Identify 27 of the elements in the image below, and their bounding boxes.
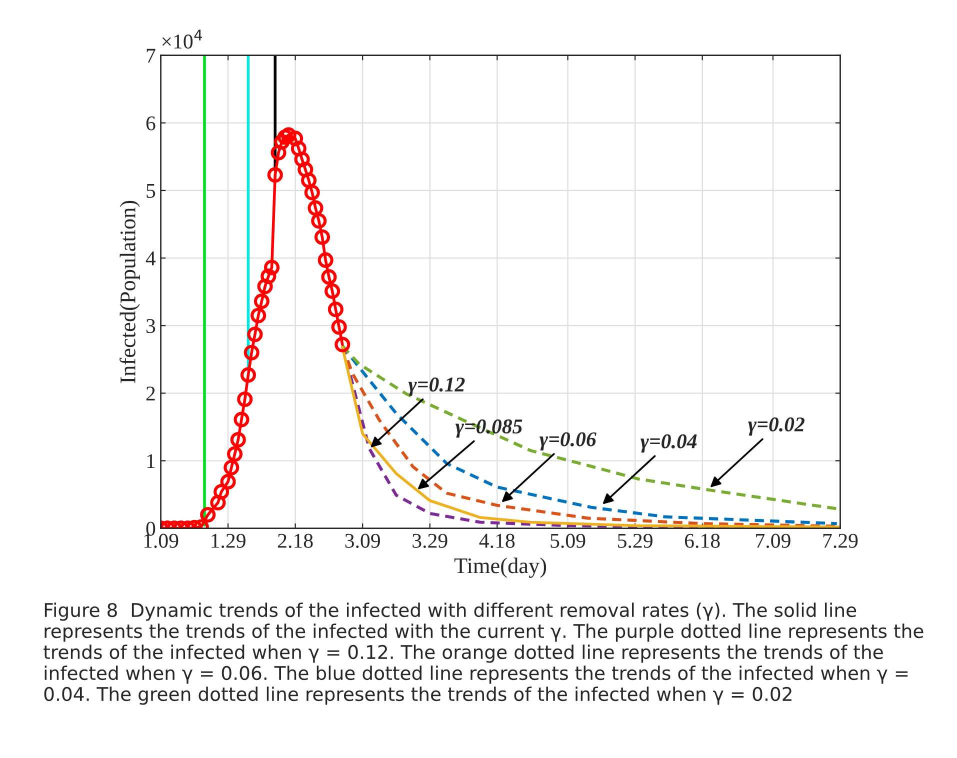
y-tick-label: 1 xyxy=(147,454,155,468)
text: ×10$^{4}$ xyxy=(162,30,202,49)
y-tick-label: 0 xyxy=(146,522,156,536)
x-tick-label: 3.09 xyxy=(345,534,380,548)
x-tick-label: 5.29 xyxy=(618,534,652,548)
annotation: γ=0.02 xyxy=(748,417,804,436)
x-tick-label: 7.09 xyxy=(756,534,790,548)
caption: Figure 8 Dynamic trends of the infected with different removal rates (γ). The solid line represents the trends of the infected with the current γ. The purple dotted line represents the trends of the infected when γ = 0.12. The orange dotted line represents the trends of the infected when γ = 0.06. The blue dotted line represents the trends of the infected when γ = 0.04. The green dotted line represents the trends of the infected when γ = 0.02 xyxy=(44,602,924,705)
x-axis-title: Time(day) xyxy=(454,558,546,578)
y-tick-label: 7 xyxy=(146,48,156,63)
x-tick-label: 2.18 xyxy=(278,534,313,548)
y-tick-label: 4 xyxy=(146,252,156,266)
x-tick-label: 4.18 xyxy=(479,534,515,548)
x-tick-label: 1.09 xyxy=(144,534,178,548)
x-tick-label: 3.29 xyxy=(412,534,448,548)
y-axis-title: Infected(Population) xyxy=(120,200,140,383)
x-tick-label: 7.29 xyxy=(823,534,858,548)
x-tick-label: 5.09 xyxy=(550,534,586,548)
annotation: γ=0.04 xyxy=(640,434,697,453)
x-tick-label: 1.29 xyxy=(212,534,246,548)
annotation: γ=0.12 xyxy=(408,378,465,396)
annotation: γ=0.06 xyxy=(540,432,596,451)
y-tick-label: 6 xyxy=(146,116,156,130)
x-tick-label: 6.18 xyxy=(685,534,720,548)
y-tick-label: 3 xyxy=(146,319,156,334)
y-tick-label: 5 xyxy=(146,184,156,198)
y-tick-label: 2 xyxy=(146,386,155,400)
